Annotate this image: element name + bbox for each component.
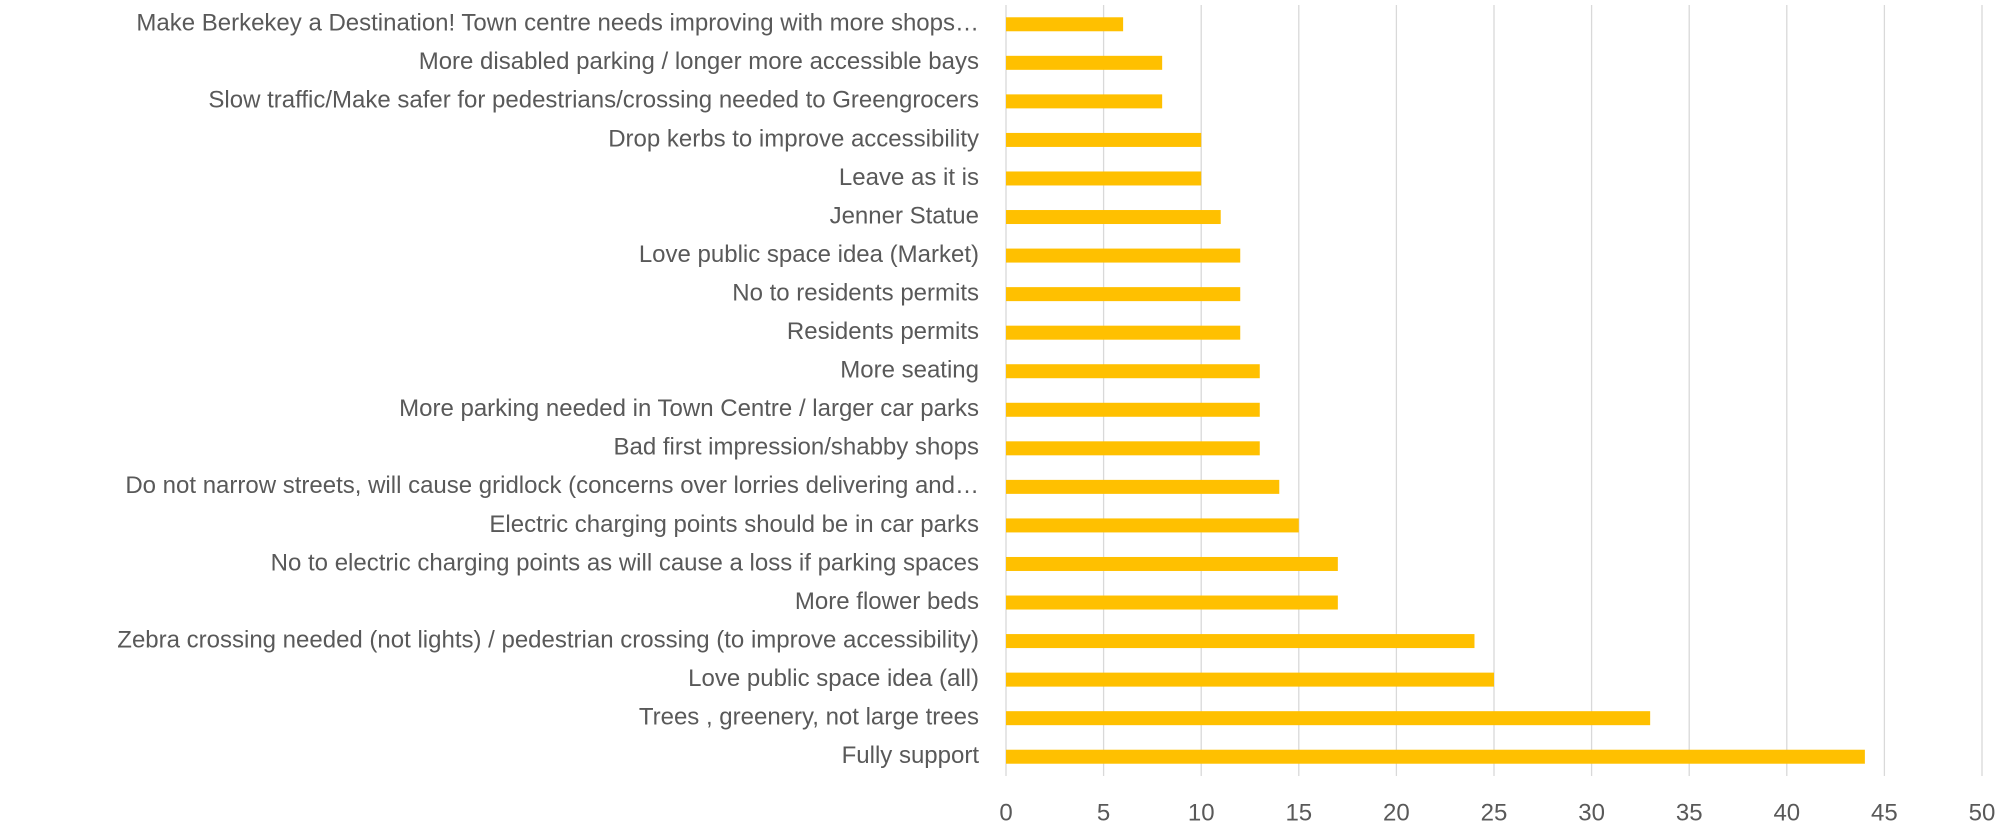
y-tick-label: Love public space idea (all) — [688, 665, 979, 692]
x-tick-label: 25 — [1481, 799, 1508, 826]
y-tick-label: Drop kerbs to improve accessibility — [608, 125, 979, 152]
bar — [1006, 556, 1338, 571]
x-tick-label: 15 — [1285, 799, 1312, 826]
bar — [1006, 518, 1299, 533]
y-tick-label: Slow traffic/Make safer for pedestrians/… — [208, 87, 979, 114]
y-tick-label: Bad first impression/shabby shops — [613, 434, 979, 461]
y-tick-label: More flower beds — [795, 588, 979, 615]
bar — [1006, 325, 1241, 340]
bar — [1006, 364, 1260, 379]
y-tick-label: No to electric charging points as will c… — [271, 549, 979, 576]
y-tick-label: More disabled parking / longer more acce… — [419, 48, 979, 75]
y-tick-label: Make Berkekey a Destination! Town centre… — [136, 10, 979, 37]
bar — [1006, 711, 1651, 726]
y-tick-label: Do not narrow streets, will cause gridlo… — [125, 472, 979, 499]
bar — [1006, 634, 1475, 649]
bar — [1006, 55, 1163, 70]
bar — [1006, 595, 1338, 610]
bar — [1006, 672, 1494, 687]
bar — [1006, 402, 1260, 417]
y-tick-label: More seating — [840, 357, 979, 384]
bar — [1006, 441, 1260, 456]
bar — [1006, 132, 1202, 147]
x-tick-label: 40 — [1773, 799, 1800, 826]
y-tick-label: Jenner Statue — [830, 202, 979, 229]
bar — [1006, 210, 1221, 225]
bar — [1006, 94, 1163, 109]
x-tick-label: 30 — [1578, 799, 1605, 826]
y-tick-label: No to residents permits — [732, 279, 979, 306]
y-tick-label: More parking needed in Town Centre / lar… — [399, 395, 979, 422]
x-tick-label: 0 — [999, 799, 1012, 826]
y-tick-label: Residents permits — [787, 318, 979, 345]
bar — [1006, 17, 1124, 32]
x-tick-label: 20 — [1383, 799, 1410, 826]
bar — [1006, 749, 1865, 764]
y-tick-label: Zebra crossing needed (not lights) / ped… — [117, 626, 979, 653]
bar — [1006, 171, 1202, 186]
bar — [1006, 287, 1241, 302]
x-tick-label: 10 — [1188, 799, 1215, 826]
x-tick-label: 45 — [1871, 799, 1898, 826]
y-tick-label: Electric charging points should be in ca… — [489, 511, 979, 538]
y-tick-label: Love public space idea (Market) — [639, 241, 979, 268]
x-tick-label: 50 — [1969, 799, 1996, 826]
bar — [1006, 479, 1280, 494]
bar — [1006, 248, 1241, 263]
y-tick-label: Leave as it is — [839, 164, 979, 191]
y-tick-label: Fully support — [842, 742, 980, 769]
x-tick-label: 35 — [1676, 799, 1703, 826]
y-tick-label: Trees , greenery, not large trees — [639, 704, 979, 731]
x-tick-label: 5 — [1097, 799, 1110, 826]
